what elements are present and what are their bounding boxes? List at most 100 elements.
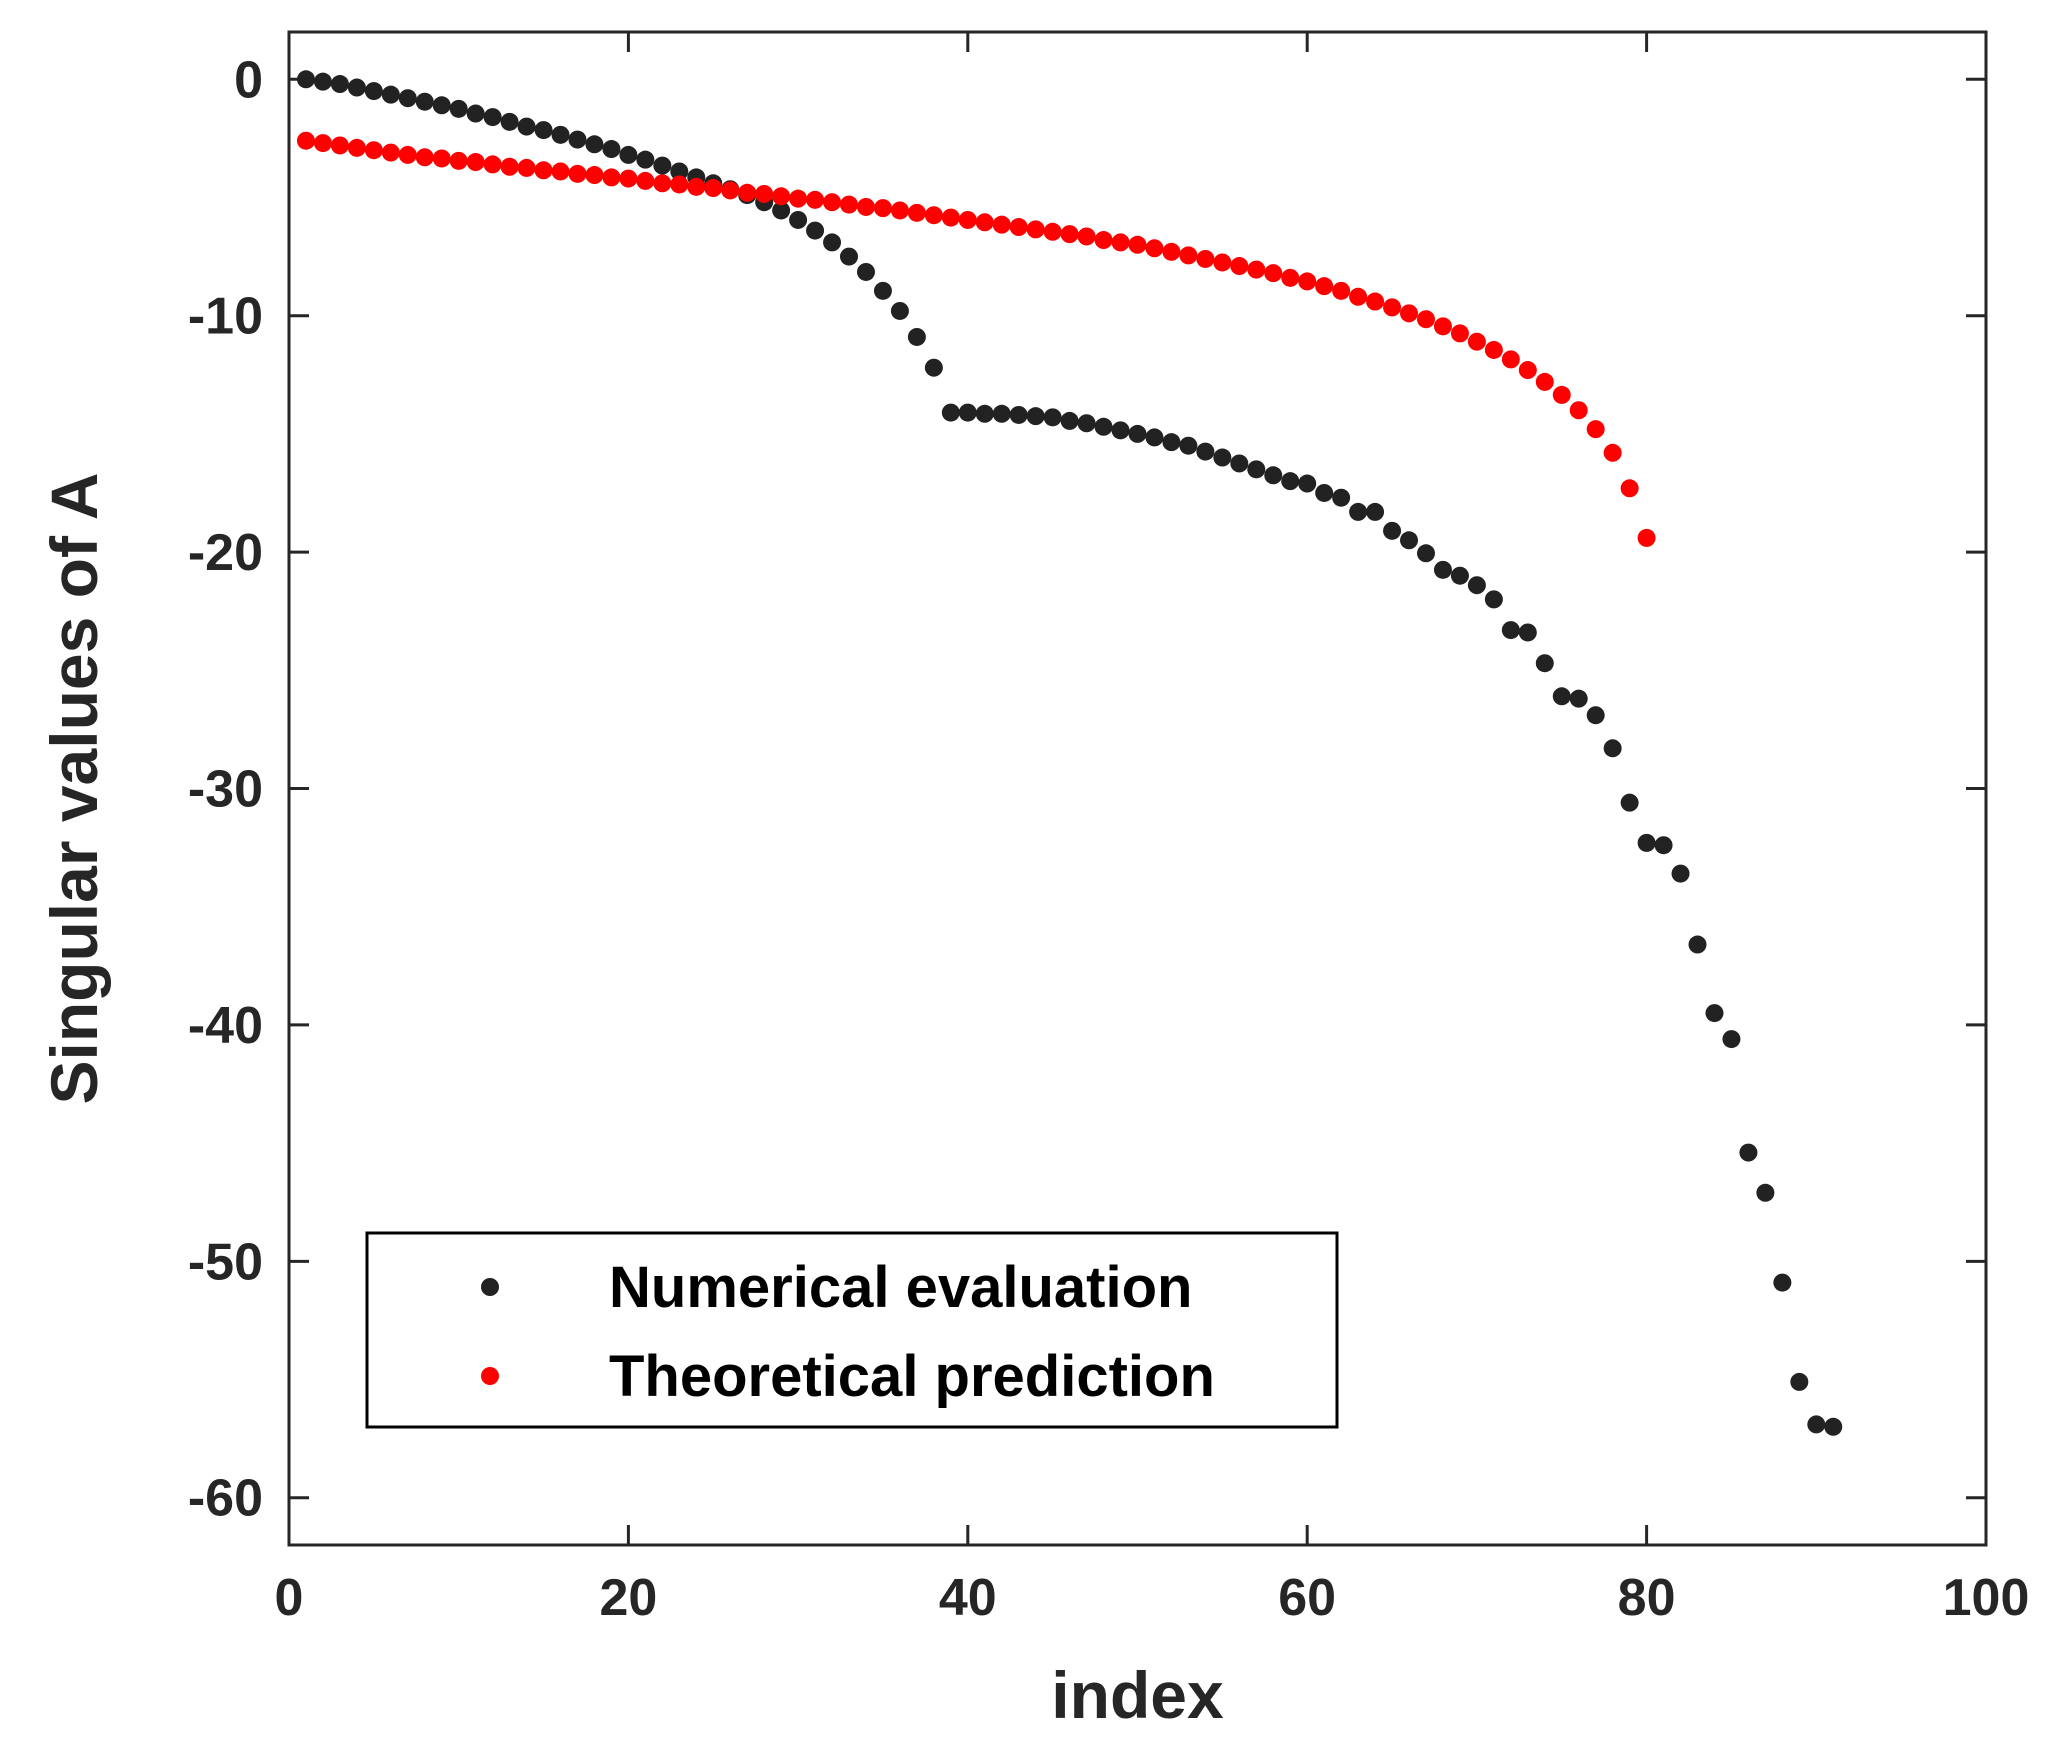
- theoretical-point: [296, 131, 315, 150]
- theoretical-point: [755, 184, 774, 203]
- theoretical-point: [873, 199, 892, 218]
- points-layer: [296, 70, 1843, 1436]
- numerical-point: [1383, 521, 1402, 540]
- numerical-point: [1128, 424, 1147, 443]
- numerical-point: [1586, 706, 1605, 725]
- theoretical-point: [619, 169, 638, 188]
- numerical-point: [1790, 1372, 1809, 1391]
- theoretical-point: [1196, 249, 1215, 268]
- theoretical-point: [1400, 304, 1419, 323]
- theoretical-point: [806, 190, 825, 209]
- theoretical-point: [364, 141, 383, 160]
- theoretical-point: [1450, 324, 1469, 343]
- theoretical-point: [330, 136, 349, 155]
- theoretical-point: [1213, 253, 1232, 272]
- numerical-point: [1213, 448, 1232, 467]
- y-tick-label: -60: [188, 1470, 263, 1528]
- numerical-point: [924, 358, 943, 377]
- numerical-point: [1332, 488, 1351, 507]
- numerical-point: [602, 140, 621, 159]
- numerical-point: [941, 403, 960, 422]
- theoretical-point: [856, 197, 875, 216]
- theoretical-point: [1077, 227, 1096, 246]
- numerical-point: [1043, 408, 1062, 427]
- numerical-point: [1450, 566, 1469, 585]
- numerical-point: [1060, 411, 1079, 430]
- legend-box: [365, 1231, 1339, 1429]
- theoretical-point: [1433, 317, 1452, 336]
- theoretical-point: [398, 145, 417, 164]
- theoretical-point: [924, 206, 943, 225]
- legend-label-numerical: Numerical evaluation: [609, 1255, 1192, 1320]
- numerical-point: [1671, 864, 1690, 883]
- theoretical-point: [823, 193, 842, 212]
- numerical-point: [1773, 1273, 1792, 1292]
- theoretical-point: [1383, 298, 1402, 317]
- numerical-point: [653, 156, 672, 175]
- theoretical-point: [1416, 310, 1435, 329]
- numerical-point: [1518, 623, 1537, 642]
- theoretical-point: [1603, 443, 1622, 462]
- plot-frame: [287, 30, 1988, 1547]
- numerical-point: [1179, 436, 1198, 455]
- theoretical-point: [1247, 260, 1266, 279]
- numerical-point: [1722, 1030, 1741, 1049]
- numerical-point: [806, 221, 825, 240]
- theoretical-point: [1484, 340, 1503, 359]
- theoretical-point: [585, 166, 604, 185]
- theoretical-point: [415, 148, 434, 167]
- theoretical-point: [1586, 420, 1605, 439]
- numerical-point: [466, 104, 485, 123]
- numerical-point: [907, 327, 926, 346]
- theoretical-point: [517, 158, 536, 177]
- numerical-point: [1501, 621, 1520, 640]
- numerical-point: [1433, 560, 1452, 579]
- theoretical-point: [1501, 350, 1520, 369]
- theoretical-point: [1230, 257, 1249, 276]
- theoretical-point: [1043, 222, 1062, 241]
- legend-label-theoretical: Theoretical prediction: [609, 1344, 1215, 1409]
- numerical-point: [823, 233, 842, 252]
- x-tick-label: 80: [1618, 1569, 1676, 1627]
- numerical-point: [1077, 414, 1096, 433]
- numerical-point: [398, 89, 417, 108]
- numerical-point: [1654, 836, 1673, 855]
- theoretical-point: [958, 210, 977, 229]
- theoretical-point: [670, 175, 689, 194]
- numerical-point: [500, 112, 519, 131]
- theoretical-point: [721, 181, 740, 200]
- numerical-point: [1366, 502, 1385, 521]
- numerical-point: [551, 125, 570, 144]
- numerical-point: [1026, 407, 1045, 426]
- x-tick-label: 100: [1943, 1569, 2030, 1627]
- numerical-point: [1196, 442, 1215, 461]
- numerical-point: [1315, 483, 1334, 502]
- theoretical-point: [483, 155, 502, 174]
- theoretical-point: [738, 183, 757, 202]
- y-tick-label: 0: [234, 51, 263, 109]
- x-axis-label: index: [1051, 1658, 1224, 1732]
- numerical-point: [415, 92, 434, 111]
- y-tick-label: -50: [188, 1233, 263, 1291]
- theoretical-point: [1332, 281, 1351, 300]
- theoretical-point: [1264, 264, 1283, 283]
- numerical-point: [840, 247, 859, 266]
- theoretical-point: [1569, 401, 1588, 420]
- theoretical-point: [347, 138, 366, 157]
- theoretical-point: [1637, 528, 1656, 547]
- theoretical-point: [1281, 268, 1300, 287]
- numerical-point: [364, 82, 383, 101]
- theoretical-point: [432, 149, 451, 168]
- numerical-point: [958, 403, 977, 422]
- numerical-point: [330, 75, 349, 94]
- y-tick-label: -40: [188, 997, 263, 1055]
- numerical-point: [992, 404, 1011, 423]
- numerical-point: [1484, 590, 1503, 609]
- legend: Numerical evaluation Theoretical predict…: [365, 1231, 1339, 1429]
- theoretical-point: [840, 195, 859, 214]
- legend-marker-numerical: [481, 1278, 499, 1296]
- theoretical-point: [941, 208, 960, 227]
- theoretical-point: [551, 162, 570, 181]
- numerical-point: [347, 78, 366, 97]
